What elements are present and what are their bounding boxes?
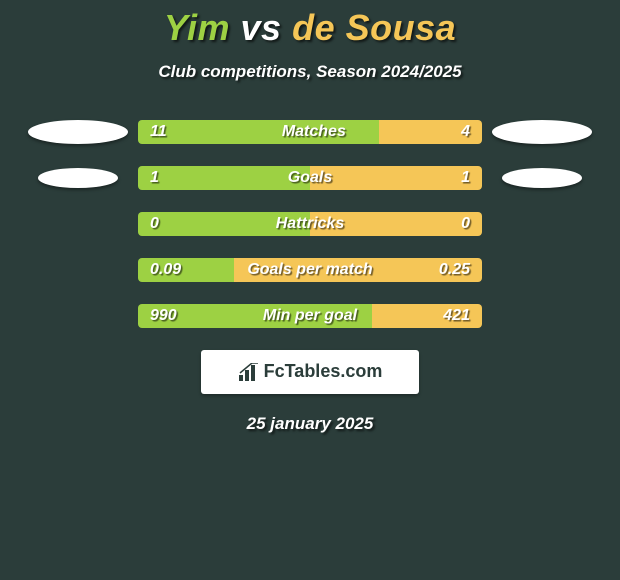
footer-logo: FcTables.com bbox=[201, 350, 419, 394]
player2-name: de Sousa bbox=[292, 7, 456, 48]
stats-block: 11 Matches 4 1 Goals 1 bbox=[0, 120, 620, 328]
avatar-right-slot bbox=[482, 120, 602, 144]
snapshot-date: 25 january 2025 bbox=[0, 414, 620, 434]
stat-bar-mpg: 990 Min per goal 421 bbox=[138, 304, 482, 328]
bar-right-fill bbox=[372, 304, 482, 328]
bar-left-fill bbox=[138, 258, 234, 282]
avatar-left-slot bbox=[18, 120, 138, 144]
stat-row: 0 Hattricks 0 bbox=[0, 212, 620, 236]
bar-left-fill bbox=[138, 166, 310, 190]
player1-name: Yim bbox=[164, 7, 230, 48]
bar-right-fill bbox=[310, 166, 482, 190]
stat-row: 0.09 Goals per match 0.25 bbox=[0, 258, 620, 282]
bar-right-fill bbox=[234, 258, 482, 282]
avatar-right bbox=[492, 120, 592, 144]
stat-row: 990 Min per goal 421 bbox=[0, 304, 620, 328]
stat-bar-gpm: 0.09 Goals per match 0.25 bbox=[138, 258, 482, 282]
bars-icon bbox=[238, 363, 260, 381]
stat-row: 1 Goals 1 bbox=[0, 166, 620, 190]
vs-text: vs bbox=[241, 7, 282, 48]
bar-right-fill bbox=[379, 120, 482, 144]
bar-left-fill bbox=[138, 120, 379, 144]
bar-left-fill bbox=[138, 304, 372, 328]
stat-bar-goals: 1 Goals 1 bbox=[138, 166, 482, 190]
avatar-left-slot bbox=[18, 168, 138, 188]
avatar-right bbox=[502, 168, 582, 188]
bar-left-fill bbox=[138, 212, 310, 236]
comparison-card: Yim vs de Sousa Club competitions, Seaso… bbox=[0, 0, 620, 434]
stat-bar-hattricks: 0 Hattricks 0 bbox=[138, 212, 482, 236]
footer-logo-text: FcTables.com bbox=[264, 361, 383, 382]
subtitle: Club competitions, Season 2024/2025 bbox=[0, 62, 620, 82]
stat-bar-matches: 11 Matches 4 bbox=[138, 120, 482, 144]
footer-logo-content: FcTables.com bbox=[238, 361, 383, 382]
stat-row: 11 Matches 4 bbox=[0, 120, 620, 144]
avatar-left bbox=[38, 168, 118, 188]
bar-right-fill bbox=[310, 212, 482, 236]
page-title: Yim vs de Sousa bbox=[0, 8, 620, 48]
avatar-right-slot bbox=[482, 168, 602, 188]
avatar-left bbox=[28, 120, 128, 144]
